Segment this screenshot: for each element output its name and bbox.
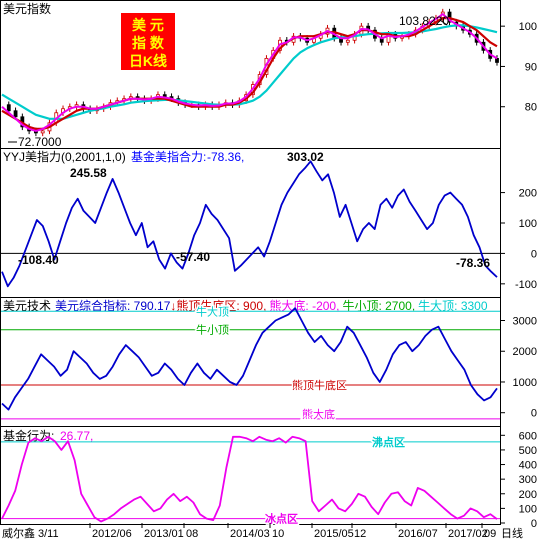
candle-body	[162, 94, 167, 98]
y-tick-label: 600	[519, 430, 537, 442]
y-tick-label: 200	[519, 489, 537, 501]
reference-line-label: 沸点区	[372, 435, 405, 449]
candle-body	[13, 110, 18, 118]
x-axis-left-label: 威尔鑫	[2, 526, 35, 540]
y-tick-label: 2000	[513, 346, 537, 358]
x-tick-label: 12	[354, 528, 366, 540]
ma-mid-line	[1, 17, 498, 130]
y-tick-label: 80	[525, 102, 537, 114]
legend-item-composite: 美元综合指标: 790.17	[55, 298, 171, 313]
panel-title: 基金行为:	[3, 428, 54, 443]
x-tick-label: 2012/06	[92, 528, 132, 540]
candle-body	[495, 57, 499, 63]
x-tick-label: 10	[272, 528, 284, 540]
candle-body	[40, 130, 45, 134]
x-tick-label: 2015/05	[314, 528, 354, 540]
legend-item-arrow: ↓	[170, 299, 176, 313]
fund-line	[1, 435, 498, 523]
panel-tech: 美元技术 美元综合指标: 790.17↓熊顶牛底区: 900, 熊大底: -200,…	[1, 298, 537, 422]
panel-title: 美元技术	[3, 299, 51, 313]
panel-frames	[0, 0, 501, 525]
x-tick-label: 2014/03	[230, 528, 270, 540]
panel-title: YYJ美指力(0,2001,1,0)	[3, 149, 126, 164]
panel-fund-frame	[0, 426, 501, 525]
legend-item-bull-small: 牛小顶: 2700,	[342, 298, 415, 313]
reference-line-label: 冰点区	[265, 512, 298, 526]
candle-body	[345, 39, 350, 43]
reference-line-label: 熊顶牛底区	[292, 378, 347, 392]
y-tick-label: 1000	[513, 377, 537, 389]
y-tick-label: 0	[531, 518, 537, 530]
y-tick-label: -100	[515, 279, 537, 291]
force-series	[1, 160, 500, 288]
y-axis-ticks: 0 1000 2000 3000	[500, 316, 537, 420]
y-tick-label: 0	[531, 408, 537, 420]
composite-line	[1, 307, 498, 411]
legend-value: -78.36,	[207, 150, 244, 164]
legend-item-bull-big: 牛大顶: 3300	[418, 298, 488, 313]
low-label: 72.7000	[18, 135, 62, 149]
reference-line-label: 熊大底	[302, 407, 335, 421]
high-marker	[439, 19, 448, 26]
y-axis-ticks: 0 100 200 300 400 500 600	[500, 430, 537, 530]
badge-background	[121, 13, 175, 70]
y-axis-ticks: -100 0 100 200	[500, 188, 537, 291]
price-series	[1, 8, 499, 137]
high-label: 103.8220	[399, 14, 449, 28]
x-tick-label: 2017/02	[448, 528, 488, 540]
y-tick-label: 90	[525, 61, 537, 73]
panel-force: YYJ美指力(0,2001,1,0) 基金美指合力: -78.36, -100 0…	[1, 149, 537, 291]
y-tick-label: 400	[519, 460, 537, 472]
annotation-last: -78.36	[456, 256, 490, 270]
panel-title: 美元指数	[3, 1, 51, 16]
chart-badge: 美 元 指 数 日K线	[121, 13, 175, 70]
y-tick-label: 100	[519, 21, 537, 33]
fund-series	[1, 435, 498, 523]
annotation-min-2: -57.40	[176, 250, 210, 264]
reference-line-label: 牛小顶	[196, 323, 229, 337]
x-tick-label: 2013/01	[144, 528, 184, 540]
y-tick-label: 300	[519, 474, 537, 486]
y-tick-label: 3000	[513, 316, 537, 328]
annotation-min-1: -108.40	[18, 253, 59, 267]
y-axis-ticks: 80 90 100	[500, 21, 537, 114]
panel-legend-row: 美元技术 美元综合指标: 790.17↓熊顶牛底区: 900, 熊大底: -200,…	[3, 298, 488, 313]
force-line	[1, 160, 498, 288]
y-tick-label: 200	[519, 188, 537, 200]
x-axis-first-label: 3/11	[38, 528, 59, 540]
x-tick-label: 09	[484, 528, 496, 540]
composite-series	[1, 307, 498, 411]
x-axis: 威尔鑫 3/11 2012/06 2013/01 08 2014/03 10 2015/0…	[2, 523, 523, 540]
y-tick-label: 100	[519, 503, 537, 515]
annotation-max-2: 303.02	[287, 150, 324, 164]
y-tick-label: 100	[519, 218, 537, 230]
x-axis-unit: 日线	[501, 526, 523, 540]
badge-line-3: 日K线	[129, 53, 167, 69]
x-tick-label: 08	[186, 528, 198, 540]
badge-line-1: 美 元	[132, 17, 164, 33]
legend-value: 26.77,	[60, 429, 93, 443]
x-tick-label: 2016/07	[398, 528, 438, 540]
ma-short-line	[1, 13, 498, 132]
panel-dollar-index: 美元指数 80 90 100 美 元 指 数 日K线 103.8220 72.700…	[1, 1, 537, 149]
candle-body	[6, 104, 11, 112]
y-tick-label: 500	[519, 445, 537, 457]
x-axis-ticks: 2012/06 2013/01 08 2014/03 10 2015/05 12 2016/0…	[89, 523, 496, 540]
badge-line-2: 指 数	[132, 35, 165, 51]
annotation-max-1: 245.58	[70, 166, 107, 180]
legend-label: 基金美指合力:	[131, 149, 206, 164]
reference-line-label: 牛大顶	[196, 304, 229, 318]
legend-item-bear-bottom: 熊大底: -200,	[269, 298, 339, 313]
legend-item-bear-top: 熊顶牛底区: 900,	[176, 298, 266, 313]
y-tick-label: 0	[531, 248, 537, 260]
